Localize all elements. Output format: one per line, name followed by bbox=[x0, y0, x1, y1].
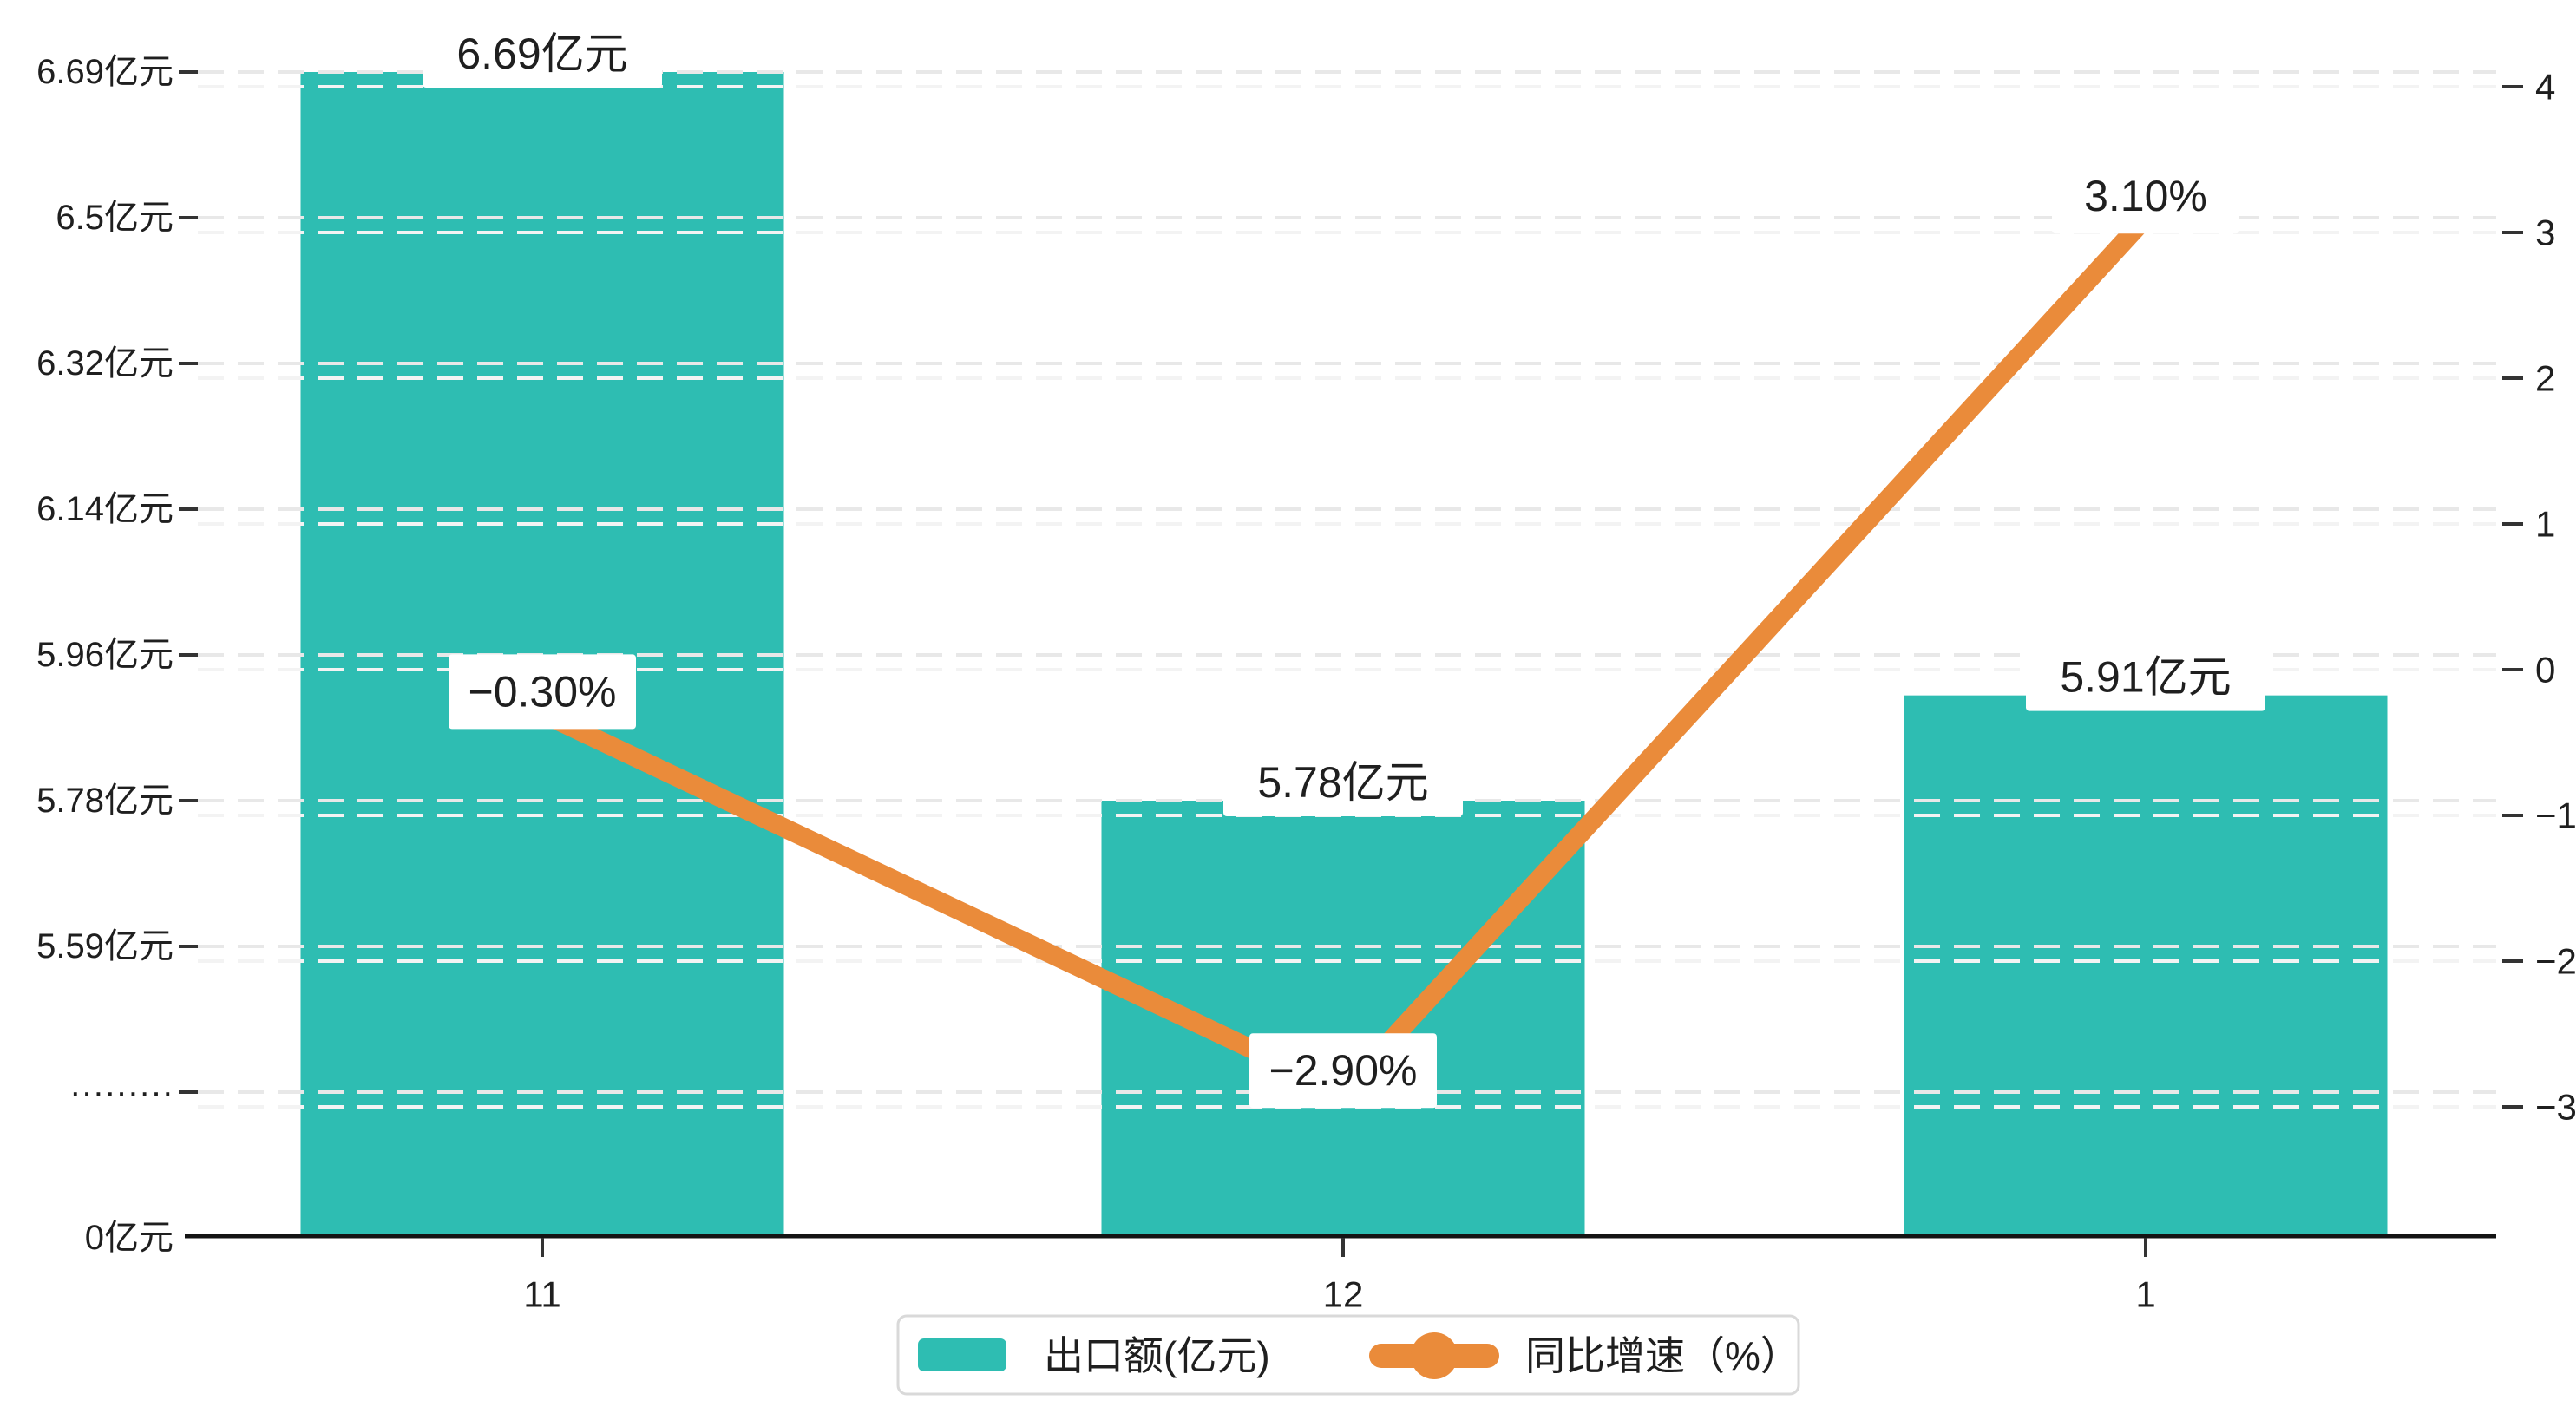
bar-value-label-bg bbox=[1223, 749, 1463, 816]
x-axis-label: 11 bbox=[523, 1274, 561, 1315]
left-axis-tick-label: 5.59亿元 bbox=[36, 927, 174, 965]
right-axis-tick-label: 3 bbox=[2535, 213, 2555, 253]
legend: 出口额(亿元) 同比增速（%） bbox=[896, 1314, 1800, 1396]
line-value-label: −2.90% bbox=[1269, 1046, 1418, 1095]
bar-value-label-bg bbox=[423, 20, 662, 88]
left-axis-tick-label: 5.96亿元 bbox=[36, 636, 174, 674]
bar-value-label-bg bbox=[2026, 643, 2265, 711]
bar-value-label: 5.91亿元 bbox=[2060, 653, 2231, 702]
bar-value-label: 6.69亿元 bbox=[456, 29, 627, 78]
axes-group: 6.69亿元 6.5亿元 6.32亿元 6.14亿元 5.96亿元 5.78亿元 5.59亿… bbox=[36, 53, 2576, 1315]
legend-label-export: 出口额(亿元) bbox=[1044, 1333, 1270, 1378]
line-value-label-bg bbox=[1249, 1033, 1437, 1109]
right-axis-tick-label: 0 bbox=[2535, 650, 2555, 690]
left-axis-tick-label: 6.5亿元 bbox=[56, 199, 174, 237]
line-value-label: 3.10% bbox=[2084, 172, 2207, 220]
bar-value-label: 5.78亿元 bbox=[1257, 758, 1428, 807]
data-labels-group: 6.69亿元 5.78亿元 5.91亿元 −0.30% −2.90% 3.10% bbox=[423, 20, 2265, 1109]
legend-label-growth: 同比增速（%） bbox=[1525, 1333, 1800, 1378]
legend-bar-swatch-icon bbox=[918, 1338, 1006, 1371]
right-axis-tick-label: 1 bbox=[2535, 504, 2555, 545]
x-axis-label: 12 bbox=[1323, 1274, 1364, 1315]
line-value-label-bg bbox=[449, 654, 636, 730]
left-axis-tick-label: 6.69亿元 bbox=[36, 53, 174, 91]
left-axis-tick-label: 5.78亿元 bbox=[36, 782, 174, 820]
legend-item-export[interactable]: 出口额(亿元) bbox=[918, 1333, 1270, 1378]
legend-item-growth[interactable]: 同比增速（%） bbox=[1369, 1332, 1800, 1379]
bar-1[interactable] bbox=[1904, 695, 2388, 1236]
right-axis-tick-label: −2 bbox=[2535, 941, 2576, 982]
line-value-label-bg bbox=[2052, 159, 2239, 234]
legend-box bbox=[896, 1314, 1800, 1396]
right-axis-tick-label: −1 bbox=[2535, 795, 2576, 836]
left-axis-tick-label: ········· bbox=[69, 1073, 174, 1111]
line-value-label: −0.30% bbox=[469, 667, 617, 716]
left-axis-tick-label: 6.32亿元 bbox=[36, 344, 174, 383]
left-axis-tick-label: 0亿元 bbox=[85, 1219, 174, 1257]
left-axis-tick-label: 6.14亿元 bbox=[36, 490, 174, 528]
right-axis-tick-label: 2 bbox=[2535, 358, 2555, 399]
bars-group bbox=[300, 72, 2388, 1236]
x-axis-label: 1 bbox=[2135, 1274, 2155, 1315]
legend-dot-icon bbox=[1411, 1332, 1458, 1379]
right-axis-tick-label: −3 bbox=[2535, 1087, 2576, 1128]
right-axis-tick-label: 4 bbox=[2535, 67, 2555, 108]
